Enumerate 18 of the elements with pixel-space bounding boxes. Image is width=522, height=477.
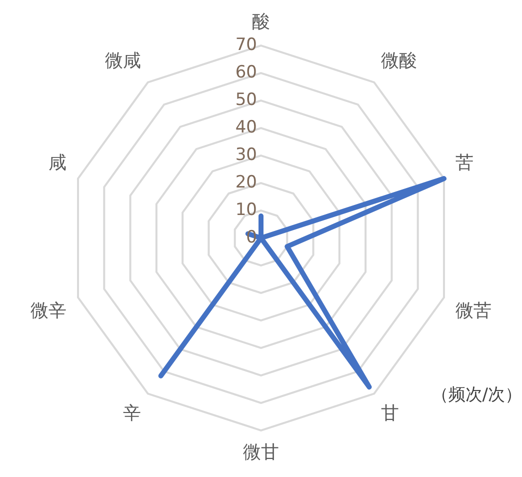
spoke-label: 微苦 [455, 300, 492, 322]
y-tick-label: 20 [235, 172, 257, 192]
spoke-label: 微辛 [30, 300, 67, 322]
spoke-label: 微咸 [104, 50, 141, 72]
y-tick-label: 60 [235, 62, 257, 83]
y-tick-label: 50 [235, 90, 257, 110]
spoke-label: 微酸 [381, 50, 418, 72]
y-tick-label: 40 [235, 117, 257, 138]
y-tick-label: 10 [235, 200, 257, 220]
spoke-label: 甘 [381, 402, 400, 424]
spoke-label: 微甘 [243, 442, 279, 463]
text: （频次/次） [431, 385, 522, 405]
spoke-label: 辛 [122, 402, 141, 424]
y-tick-label: 30 [235, 144, 257, 165]
spoke-label: 苦 [455, 152, 474, 174]
y-tick-label: 70 [235, 35, 257, 56]
spoke-label: 咸 [48, 152, 67, 174]
spoke-label: 酸 [252, 11, 270, 32]
